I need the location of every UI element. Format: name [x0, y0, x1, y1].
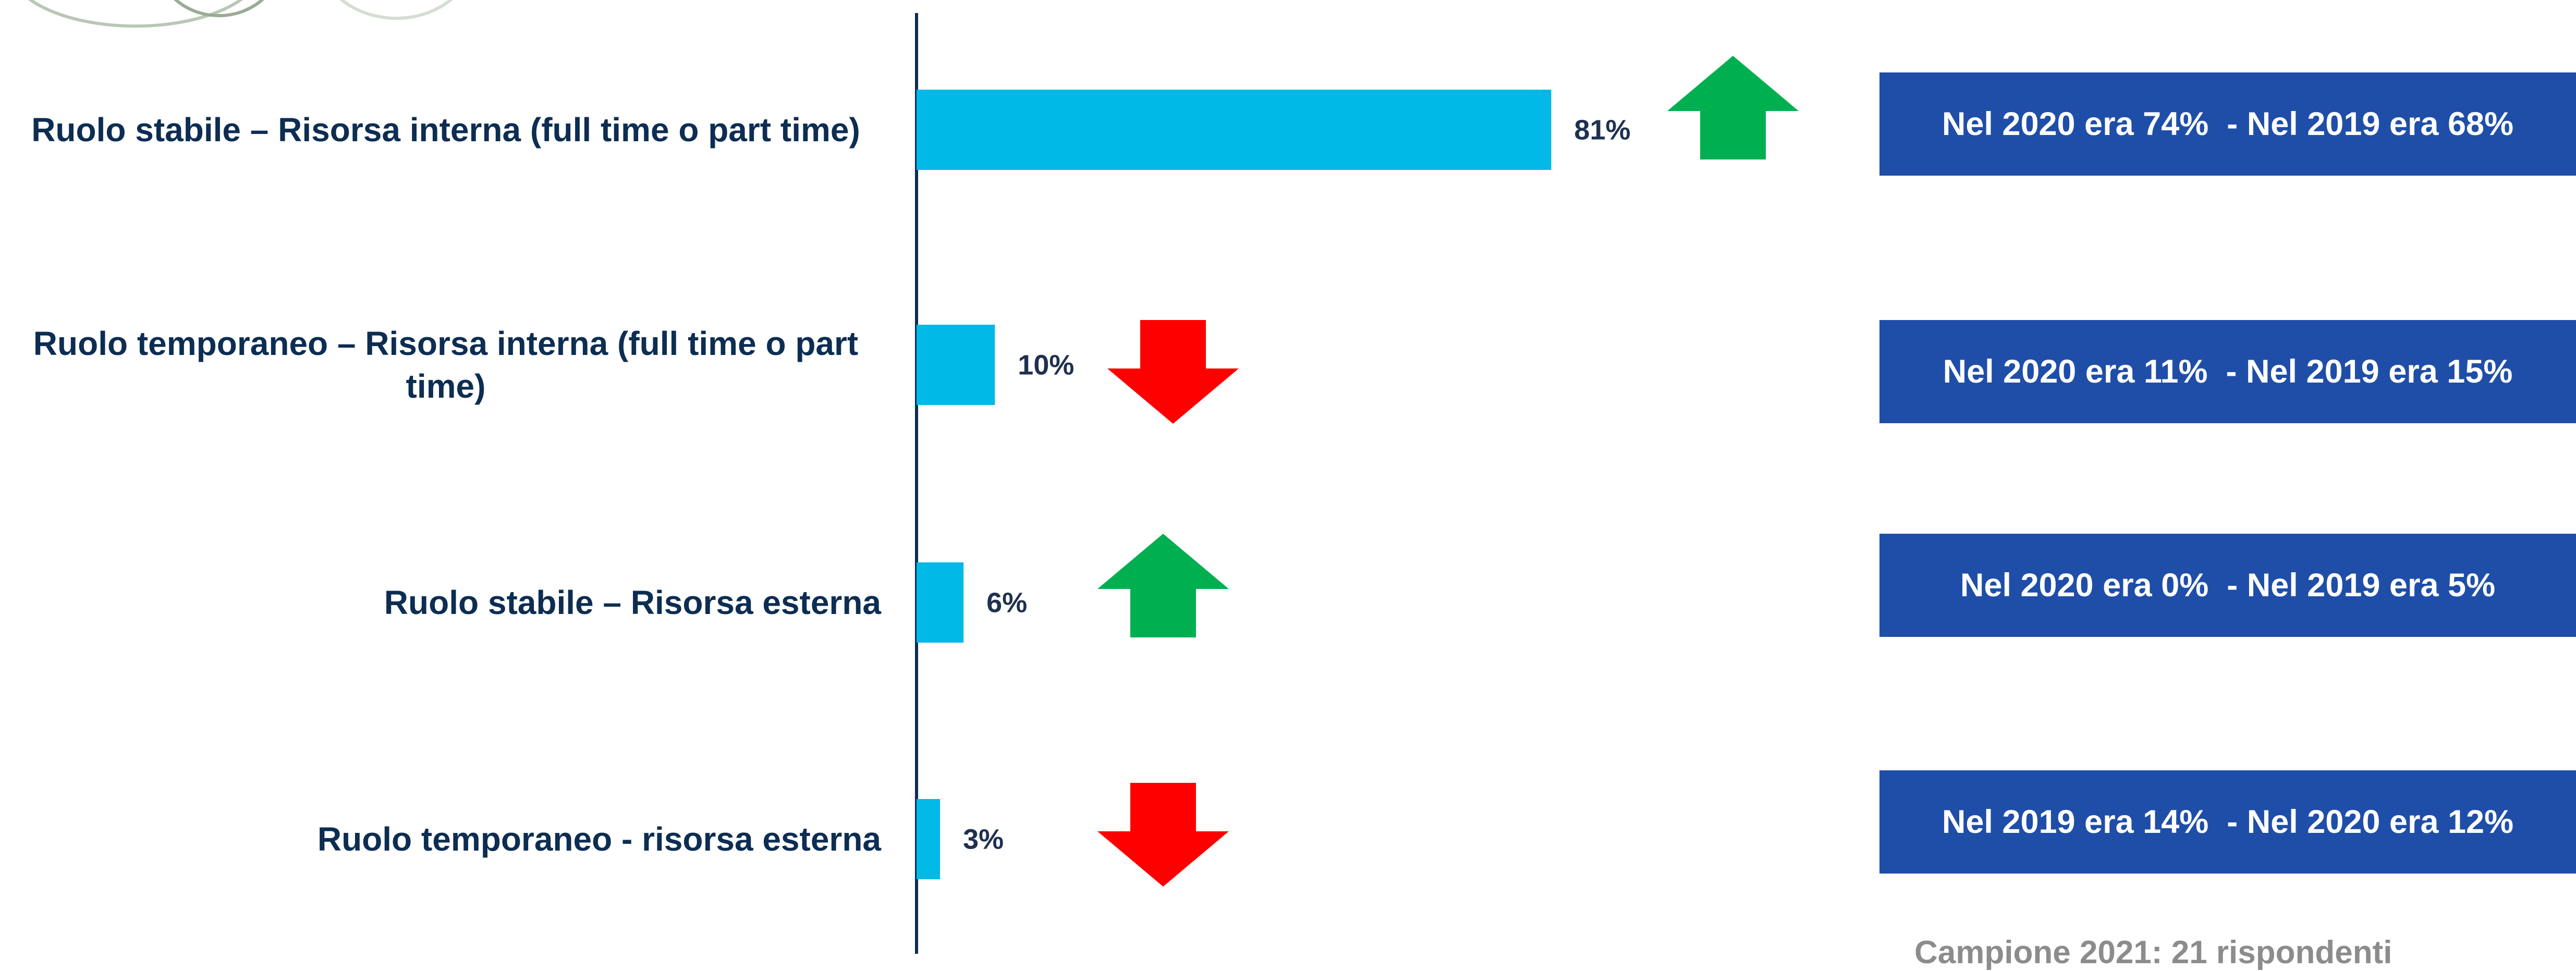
trend-arrow-down	[1097, 783, 1229, 887]
comparison-box: Nel 2020 era 0% - Nel 2019 era 5%	[1879, 534, 2576, 637]
value-label: 81%	[1574, 114, 1630, 145]
category-label: Ruolo stabile – Risorsa esterna	[10, 581, 881, 624]
category-label: Ruolo stabile – Risorsa interna (full ti…	[10, 108, 881, 151]
bar	[917, 90, 1551, 170]
trend-arrow-up	[1097, 534, 1229, 637]
value-label: 3%	[963, 823, 1004, 855]
trend-arrow-down	[1107, 320, 1239, 424]
value-label: 10%	[1018, 349, 1074, 380]
footnote: Campione 2021: 21 rispondenti	[1914, 934, 2392, 971]
category-label: Ruolo temporaneo - risorsa esterna	[10, 818, 881, 861]
trend-arrow-up	[1667, 56, 1799, 159]
comparison-box: Nel 2019 era 14% - Nel 2020 era 12%	[1879, 770, 2576, 874]
page: 81%10%6%3% Campione 2021: 21 rispondenti…	[0, 0, 2576, 954]
comparison-box: Nel 2020 era 11% - Nel 2019 era 15%	[1879, 320, 2576, 423]
bar	[917, 799, 940, 879]
bar	[917, 562, 963, 643]
bar	[917, 325, 995, 405]
category-label: Ruolo temporaneo – Risorsa interna (full…	[10, 322, 881, 408]
comparison-box: Nel 2020 era 74% - Nel 2019 era 68%	[1879, 72, 2576, 176]
value-label: 6%	[986, 587, 1027, 618]
logo-fragment	[10, 0, 474, 26]
